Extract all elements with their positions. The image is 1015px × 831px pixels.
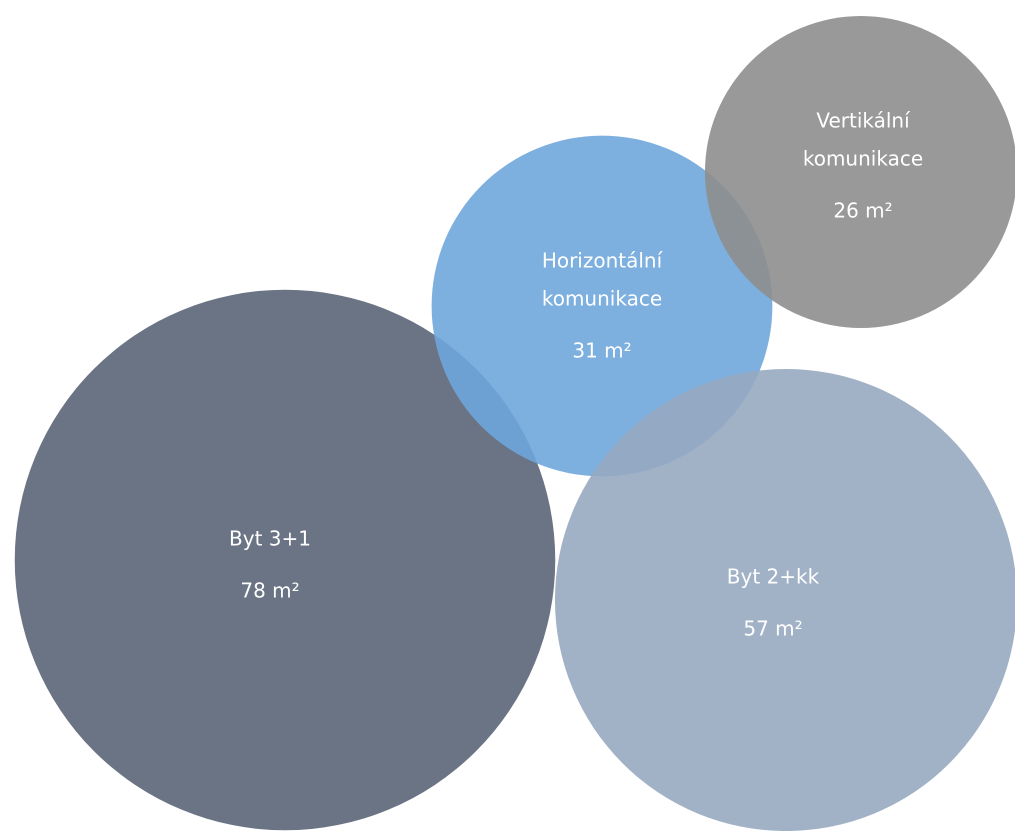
bubble-label: Byt 2+kk	[727, 565, 820, 589]
bubble-value: 26 m²	[833, 199, 892, 223]
bubble-label: Byt 3+1	[229, 527, 311, 551]
bubble-value: 31 m²	[572, 339, 631, 363]
bubble	[555, 369, 1015, 831]
bubble-label: komunikace	[542, 287, 662, 311]
bubble-value: 78 m²	[240, 579, 299, 603]
bubble	[14, 289, 556, 831]
bubble-value: 57 m²	[743, 617, 802, 641]
bubble-label: Horizontální	[542, 249, 664, 273]
bubble-label: Vertikální	[816, 109, 911, 133]
bubble-label: komunikace	[803, 147, 923, 171]
bubble	[705, 16, 1015, 328]
